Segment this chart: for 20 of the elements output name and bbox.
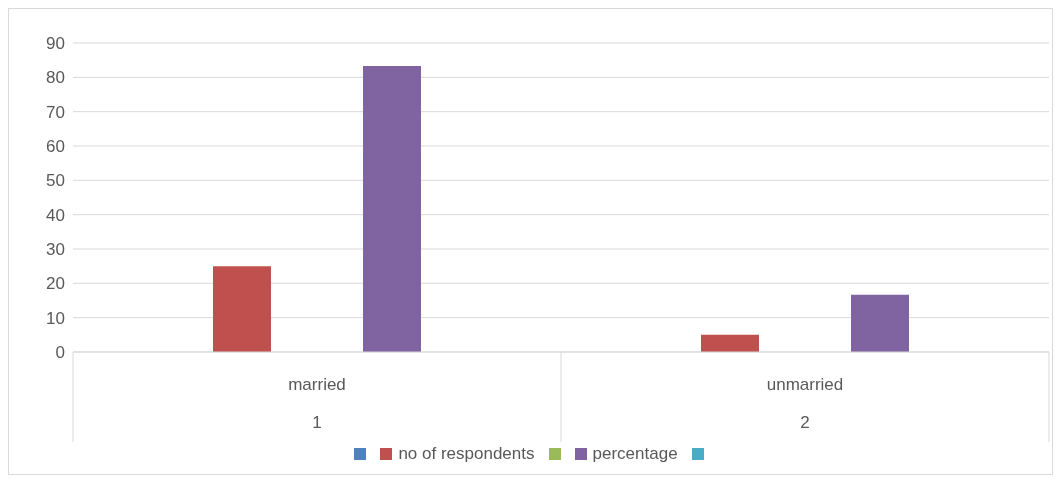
y-tick-label: 80 <box>46 68 65 88</box>
y-tick-label: 0 <box>55 343 65 363</box>
x-tick-label: married <box>288 375 346 394</box>
x-tick-label: unmarried <box>766 375 844 394</box>
text: 2 <box>800 413 810 432</box>
bar <box>363 66 421 352</box>
text: 1 <box>312 413 322 432</box>
y-tick-label: 30 <box>46 240 65 260</box>
y-tick-label: 10 <box>46 308 65 328</box>
bar <box>213 266 271 352</box>
legend-label: no of respondents <box>398 444 535 464</box>
y-tick-label: 60 <box>46 137 65 157</box>
bar <box>701 334 759 352</box>
y-tick-label: 70 <box>46 102 65 122</box>
bar <box>851 294 909 352</box>
y-tick-label: 20 <box>46 274 65 294</box>
legend-label: percentage <box>592 444 678 464</box>
y-tick-label: 40 <box>46 205 65 225</box>
y-tick-label: 50 <box>46 171 65 191</box>
y-tick-label: 90 <box>46 34 65 54</box>
